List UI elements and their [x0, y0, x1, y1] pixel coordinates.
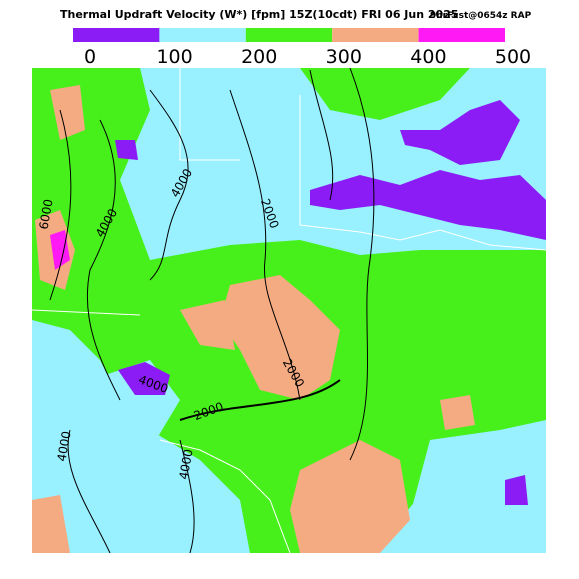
- colorbar-segment: [332, 28, 419, 42]
- colorbar-tick-label: 500: [495, 46, 531, 68]
- state-border: [32, 68, 546, 553]
- salmon-region: [220, 275, 340, 400]
- contour-label: 4000: [55, 430, 74, 463]
- purple-region: [115, 140, 138, 160]
- salmon-region: [180, 300, 235, 350]
- purple-region: [118, 362, 170, 395]
- purple-region: [400, 100, 520, 165]
- colorbar-tick-label: 300: [326, 46, 362, 68]
- colorbar-segment: [73, 28, 160, 42]
- salmon-region: [32, 495, 70, 553]
- magenta-region: [50, 230, 70, 270]
- contour-label: 6000: [37, 198, 56, 231]
- purple-region: [310, 170, 546, 240]
- map-field: [32, 68, 546, 553]
- run-info: 9hrFcst@0654z RAP: [430, 11, 532, 21]
- contours: [49, 68, 375, 553]
- colorbar-segment: [418, 28, 505, 42]
- purple-region: [505, 475, 528, 505]
- green-region: [300, 68, 470, 120]
- contour-label: 4000: [177, 448, 196, 481]
- colorbar-segment: [159, 28, 246, 42]
- title: Thermal Updraft Velocity (W*) [fpm] 15Z(…: [60, 8, 459, 21]
- colorbar-tick-label: 400: [410, 46, 446, 68]
- colorbar-tick-label: 0: [84, 46, 96, 68]
- colorbar-segment: [245, 28, 333, 42]
- salmon-region: [440, 395, 475, 430]
- colorbar-tick-label: 200: [241, 46, 277, 68]
- salmon-region: [50, 85, 85, 140]
- green-region: [32, 68, 110, 210]
- cyan-region: [400, 420, 546, 553]
- salmon-region: [290, 440, 410, 553]
- colorbar-tick-label: 100: [156, 46, 192, 68]
- colorbar: 0 100 200 300 400 500: [73, 28, 531, 68]
- cyan-region: [230, 100, 330, 200]
